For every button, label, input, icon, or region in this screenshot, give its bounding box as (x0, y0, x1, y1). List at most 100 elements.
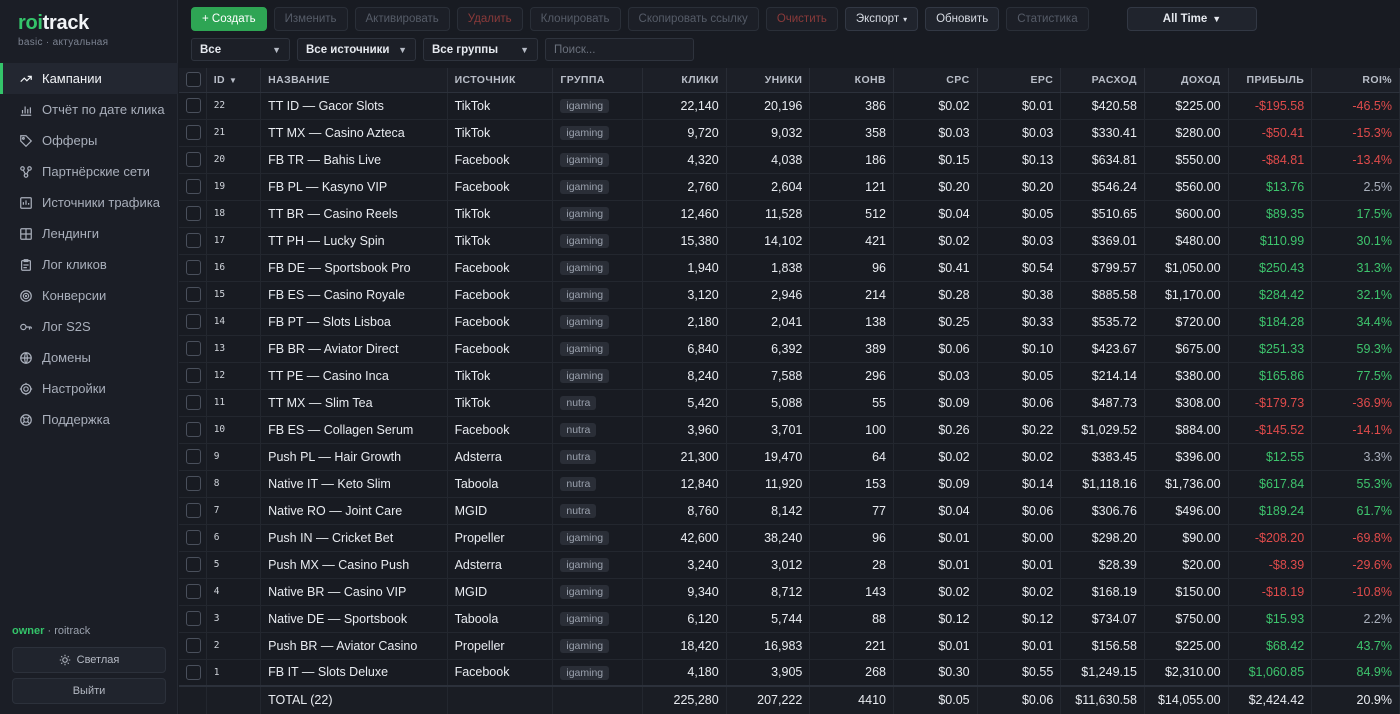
table-row[interactable]: 20 FB TR — Bahis Live Facebook igaming 4… (179, 146, 1400, 174)
row-select-cell[interactable] (179, 389, 207, 417)
column-header[interactable]: КОНВ (809, 68, 894, 93)
row-select-cell[interactable] (179, 605, 207, 633)
row-select-cell[interactable] (179, 578, 207, 606)
cell-name[interactable]: TT ID — Gacor Slots (260, 92, 448, 120)
sidebar-item-12[interactable]: Поддержка (0, 404, 178, 435)
cell-name[interactable]: Native DE — Sportsbook (260, 605, 448, 633)
row-checkbox[interactable] (186, 206, 201, 221)
cell-name[interactable]: TT MX — Casino Azteca (260, 119, 448, 147)
table-row[interactable]: 12 TT PE — Casino Inca TikTok igaming 8,… (179, 362, 1400, 390)
sidebar-item-7[interactable]: Лог кликов (0, 249, 178, 280)
row-checkbox[interactable] (186, 233, 201, 248)
row-select-cell[interactable] (179, 227, 207, 255)
row-select-cell[interactable] (179, 254, 207, 282)
row-checkbox[interactable] (186, 422, 201, 437)
cell-name[interactable]: Push MX — Casino Push (260, 551, 448, 579)
table-row[interactable]: 19 FB PL — Kasyno VIP Facebook igaming 2… (179, 173, 1400, 201)
column-header[interactable]: УНИКИ (726, 68, 811, 93)
table-row[interactable]: 6 Push IN — Cricket Bet Propeller igamin… (179, 524, 1400, 552)
row-checkbox[interactable] (186, 557, 201, 572)
column-header[interactable]: ID ▼ (206, 68, 262, 93)
table-row[interactable]: 10 FB ES — Collagen Serum Facebook nutra… (179, 416, 1400, 444)
cell-name[interactable]: FB DE — Sportsbook Pro (260, 254, 448, 282)
sidebar-item-4[interactable]: Партнёрские сети (0, 156, 178, 187)
row-select-cell[interactable] (179, 119, 207, 147)
cell-name[interactable]: Push BR — Aviator Casino (260, 632, 448, 660)
search-input[interactable] (545, 38, 694, 61)
row-checkbox[interactable] (186, 98, 201, 113)
row-select-cell[interactable] (179, 335, 207, 363)
table-row[interactable]: 2 Push BR — Aviator Casino Propeller iga… (179, 632, 1400, 660)
row-checkbox[interactable] (186, 368, 201, 383)
row-checkbox[interactable] (186, 476, 201, 491)
sidebar-item-9[interactable]: Лог S2S (0, 311, 178, 342)
row-select-cell[interactable] (179, 308, 207, 336)
row-checkbox[interactable] (186, 287, 201, 302)
row-checkbox[interactable] (186, 179, 201, 194)
cell-name[interactable]: FB PL — Kasyno VIP (260, 173, 448, 201)
column-header[interactable]: ГРУППА (552, 68, 644, 93)
row-checkbox[interactable] (186, 341, 201, 356)
row-checkbox[interactable] (186, 314, 201, 329)
table-row[interactable]: 14 FB PT — Slots Lisboa Facebook igaming… (179, 308, 1400, 336)
table-row[interactable]: 9 Push PL — Hair Growth Adsterra nutra 2… (179, 443, 1400, 471)
cell-name[interactable]: FB ES — Collagen Serum (260, 416, 448, 444)
activate-button[interactable]: Активировать (354, 7, 450, 31)
table-row[interactable]: 13 FB BR — Aviator Direct Facebook igami… (179, 335, 1400, 363)
table-row[interactable]: 4 Native BR — Casino VIP MGID igaming 9,… (179, 578, 1400, 606)
row-select-cell[interactable] (179, 443, 207, 471)
row-select-cell[interactable] (179, 362, 207, 390)
column-header[interactable]: ИСТОЧНИК (447, 68, 554, 93)
status-filter[interactable]: Все ▼ (191, 38, 290, 61)
export-button[interactable]: Экспорт ▾ (844, 7, 919, 31)
delete-button[interactable]: Удалить (456, 7, 523, 31)
cell-name[interactable]: Native RO — Joint Care (260, 497, 448, 525)
stats-button[interactable]: Статистика (1006, 7, 1089, 31)
select-all-checkbox[interactable] (186, 72, 201, 88)
table-row[interactable]: 3 Native DE — Sportsbook Taboola igaming… (179, 605, 1400, 633)
sidebar-item-5[interactable]: Источники трафика (0, 187, 178, 218)
row-checkbox[interactable] (186, 584, 201, 599)
row-select-cell[interactable] (179, 200, 207, 228)
row-checkbox[interactable] (186, 260, 201, 275)
column-header[interactable]: ROI% (1311, 68, 1400, 93)
table-row[interactable]: 5 Push MX — Casino Push Adsterra igaming… (179, 551, 1400, 579)
group-filter[interactable]: Все группы ▼ (423, 38, 538, 61)
table-row[interactable]: 11 TT MX — Slim Tea TikTok nutra 5,420 5… (179, 389, 1400, 417)
table-row[interactable]: 8 Native IT — Keto Slim Taboola nutra 12… (179, 470, 1400, 498)
row-select-cell[interactable] (179, 281, 207, 309)
sidebar-item-11[interactable]: Настройки (0, 373, 178, 404)
column-header[interactable]: ПРИБЫЛЬ (1228, 68, 1313, 93)
row-select-cell[interactable] (179, 470, 207, 498)
table-row[interactable]: 22 TT ID — Gacor Slots TikTok igaming 22… (179, 92, 1400, 120)
table-row[interactable]: 15 FB ES — Casino Royale Facebook igamin… (179, 281, 1400, 309)
column-header[interactable]: КЛИКИ (642, 68, 727, 93)
source-filter[interactable]: Все источники ▼ (297, 38, 416, 61)
cell-name[interactable]: FB IT — Slots Deluxe (260, 659, 448, 687)
cell-name[interactable]: TT BR — Casino Reels (260, 200, 448, 228)
select-all-header[interactable] (179, 68, 207, 93)
refresh-button[interactable]: Обновить (925, 7, 1000, 31)
sidebar-item-3[interactable]: Офферы (0, 125, 178, 156)
cell-name[interactable]: FB TR — Bahis Live (260, 146, 448, 174)
cell-name[interactable]: Native IT — Keto Slim (260, 470, 448, 498)
column-header[interactable]: EPC (977, 68, 1062, 93)
row-checkbox[interactable] (186, 664, 201, 680)
sidebar-item-2[interactable]: Отчёт по дате клика (0, 94, 178, 125)
column-header[interactable]: CPC (893, 68, 978, 93)
row-select-cell[interactable] (179, 92, 207, 120)
cell-name[interactable]: TT PH — Lucky Spin (260, 227, 448, 255)
cell-name[interactable]: Native BR — Casino VIP (260, 578, 448, 606)
table-row[interactable]: 7 Native RO — Joint Care MGID nutra 8,76… (179, 497, 1400, 525)
row-checkbox[interactable] (186, 125, 201, 140)
date-range-select[interactable]: All Time ▼ (1127, 7, 1257, 31)
sidebar-item-8[interactable]: Конверсии (0, 280, 178, 311)
cell-name[interactable]: FB PT — Slots Lisboa (260, 308, 448, 336)
column-header[interactable]: ДОХОД (1144, 68, 1229, 93)
row-select-cell[interactable] (179, 146, 207, 174)
column-header[interactable]: РАСХОД (1060, 68, 1145, 93)
theme-toggle-button[interactable]: Светлая (12, 647, 166, 673)
row-select-cell[interactable] (179, 551, 207, 579)
cell-name[interactable]: Push PL — Hair Growth (260, 443, 448, 471)
cell-name[interactable]: FB ES — Casino Royale (260, 281, 448, 309)
